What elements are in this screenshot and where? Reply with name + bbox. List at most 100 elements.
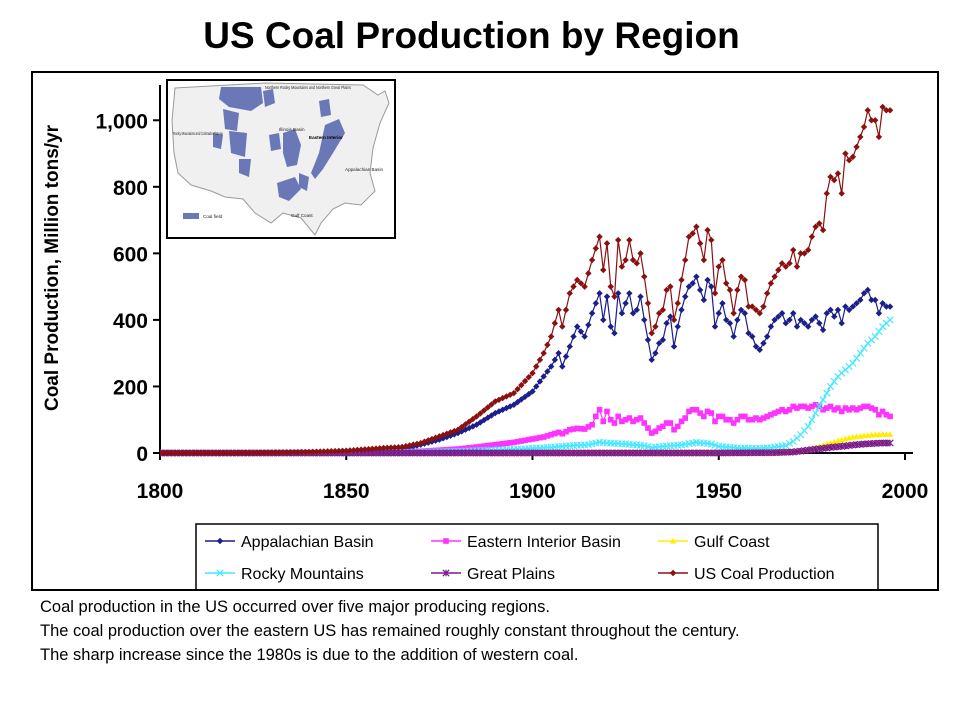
data-point <box>458 445 465 452</box>
data-point <box>887 413 893 420</box>
data-point <box>842 150 849 157</box>
data-point <box>857 405 864 411</box>
data-point <box>589 421 595 428</box>
data-point <box>622 416 629 423</box>
map-label-northern: Northern Rocky Mountains and Northern Gr… <box>265 85 352 90</box>
data-point <box>686 408 692 415</box>
data-point <box>812 223 819 230</box>
data-point <box>660 423 666 430</box>
data-point <box>700 296 708 304</box>
data-point <box>648 330 655 337</box>
data-point <box>208 449 216 457</box>
legend-item: Eastern Interior Basin <box>431 534 621 551</box>
data-point <box>872 406 878 413</box>
data-point <box>585 321 592 329</box>
slide-title: US Coal Production by Region <box>203 15 740 56</box>
data-point <box>804 422 812 431</box>
data-point <box>197 449 205 457</box>
data-point <box>700 256 708 264</box>
data-point <box>357 446 365 453</box>
data-point <box>592 245 600 252</box>
data-point <box>875 310 883 317</box>
data-point <box>387 444 395 451</box>
data-point <box>778 260 786 267</box>
legend-label: Gulf Coast <box>694 534 770 551</box>
data-point <box>689 280 696 287</box>
data-point <box>302 448 309 456</box>
data-point <box>786 260 793 267</box>
data-point <box>600 316 607 324</box>
data-point <box>488 442 495 448</box>
data-point <box>726 286 734 294</box>
data-point <box>693 406 700 413</box>
data-point <box>727 416 733 423</box>
data-point <box>648 430 655 436</box>
data-point <box>775 266 782 274</box>
data-point <box>801 403 808 410</box>
data-point <box>231 449 238 457</box>
data-point <box>268 449 275 456</box>
legend-marker <box>216 537 224 545</box>
data-point <box>849 359 857 367</box>
data-point <box>667 283 674 290</box>
series-group <box>160 103 894 457</box>
data-point <box>853 300 860 307</box>
data-point <box>596 290 603 297</box>
data-point <box>201 449 208 457</box>
data-point <box>771 316 778 324</box>
coal-field-michigan <box>319 99 331 117</box>
data-point <box>607 323 614 330</box>
data-point <box>614 290 622 297</box>
data-point <box>719 256 726 264</box>
caption-line: Coal production in the US occurred over … <box>40 598 550 616</box>
data-point <box>875 133 883 141</box>
data-point <box>752 306 760 314</box>
coal-field-legend-swatch <box>183 213 199 219</box>
data-point <box>518 438 525 444</box>
legend-item: US Coal Production <box>658 566 835 583</box>
data-point <box>768 411 774 418</box>
data-point <box>820 406 826 413</box>
data-point <box>525 436 532 443</box>
data-point <box>708 410 715 416</box>
data-point <box>663 286 670 294</box>
x-tick-label: 2000 <box>882 480 929 503</box>
data-point <box>279 449 287 456</box>
data-point <box>361 446 369 453</box>
data-point <box>886 316 894 324</box>
data-point <box>760 340 767 347</box>
data-point <box>600 266 607 274</box>
data-point <box>175 449 182 457</box>
data-point <box>641 273 648 280</box>
data-point <box>730 420 737 426</box>
data-point <box>559 363 566 370</box>
data-point <box>585 424 592 430</box>
data-point <box>648 356 655 364</box>
data-point <box>626 290 633 297</box>
data-point <box>619 418 625 425</box>
data-point <box>860 123 868 131</box>
data-point <box>510 389 518 397</box>
data-point <box>734 416 741 423</box>
data-point <box>871 332 879 341</box>
data-point <box>745 416 752 423</box>
coal-field-rocky-3 <box>239 159 251 177</box>
data-point <box>637 415 644 421</box>
data-point <box>886 107 894 114</box>
data-point <box>693 273 700 280</box>
data-point <box>272 449 279 456</box>
data-point <box>287 449 294 456</box>
data-point <box>845 306 853 314</box>
data-point <box>811 409 820 417</box>
data-point <box>823 389 831 397</box>
data-point <box>380 444 387 452</box>
data-point <box>704 408 711 415</box>
data-point <box>712 418 718 425</box>
data-point <box>875 327 883 336</box>
data-point <box>785 439 794 448</box>
data-point <box>801 320 808 327</box>
data-point <box>581 426 588 432</box>
data-point <box>633 306 640 314</box>
coal-field-rocky-4 <box>213 133 223 149</box>
data-point <box>611 293 618 300</box>
